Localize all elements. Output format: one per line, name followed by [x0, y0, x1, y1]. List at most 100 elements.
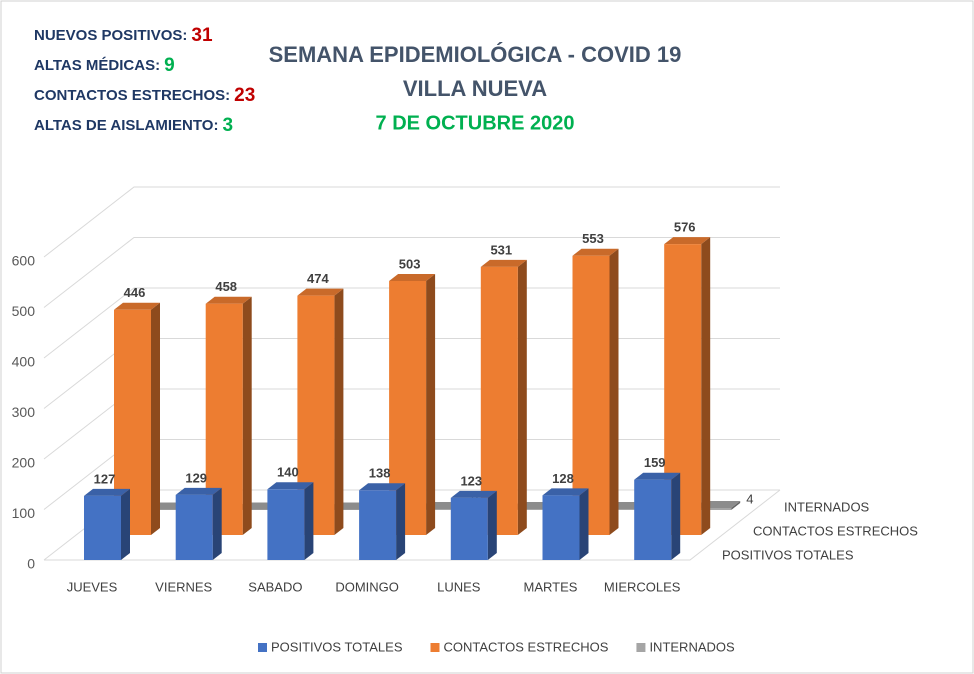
data-label: 159	[644, 455, 666, 470]
data-label: 128	[552, 471, 574, 486]
data-label: 140	[277, 465, 299, 480]
bar-side	[334, 288, 344, 535]
grid-line	[43, 186, 780, 258]
y-tick-label: 100	[12, 505, 36, 521]
bar	[694, 507, 732, 510]
legend-swatch	[258, 643, 267, 652]
chart-title: SEMANA EPIDEMIOLÓGICA - COVID 19	[269, 42, 682, 67]
bar-top	[634, 472, 681, 480]
bar	[480, 266, 518, 535]
data-label: 531	[490, 242, 512, 257]
y-tick-label: 400	[12, 354, 36, 370]
bar	[602, 508, 640, 510]
bar	[235, 509, 273, 510]
x-tick-label: LUNES	[437, 579, 481, 594]
bar-top	[114, 302, 160, 310]
data-label: 458	[215, 279, 237, 294]
x-tick-label: MARTES	[524, 579, 578, 594]
depth-label: INTERNADOS	[784, 499, 870, 514]
data-label: 474	[307, 271, 329, 286]
annotation-label: ALTAS DE AISLAMIENTO:	[34, 117, 218, 134]
bar	[144, 509, 181, 510]
bar-top	[450, 490, 497, 498]
bar	[510, 508, 548, 510]
depth-label: POSITIVOS TOTALES	[722, 547, 854, 562]
grid-line	[43, 237, 780, 308]
y-tick-label: 600	[12, 253, 36, 269]
bar-top	[480, 259, 527, 267]
y-tick-label: 200	[12, 455, 36, 471]
y-tick-label: 0	[27, 556, 35, 572]
legend-swatch	[430, 643, 440, 652]
bar-side	[671, 472, 681, 560]
bar-side	[304, 482, 314, 560]
legend-label: CONTACTOS ESTRECHOS	[444, 639, 609, 654]
bar-top	[572, 248, 619, 256]
bar-side	[609, 248, 619, 536]
bar	[175, 494, 213, 560]
data-label: 127	[94, 471, 116, 486]
bar-side	[426, 273, 436, 535]
bar-top	[542, 488, 589, 496]
bar	[359, 490, 397, 560]
bar-side	[517, 259, 527, 535]
grid-line	[43, 287, 780, 359]
annotation-label: NUEVOS POSITIVOS:	[34, 27, 187, 44]
x-tick-label: JUEVES	[67, 579, 118, 594]
y-tick-label: 300	[12, 404, 36, 420]
bar	[634, 479, 672, 560]
bar-top	[205, 296, 252, 304]
annotation-value: 23	[234, 85, 255, 106]
data-label: 503	[399, 256, 421, 271]
data-label: 4	[746, 491, 753, 506]
chart-subtitle: VILLA NUEVA	[403, 76, 547, 101]
bar-side	[701, 237, 711, 535]
x-tick-label: MIERCOLES	[604, 579, 681, 594]
annotation: ALTAS DE AISLAMIENTO: 3	[34, 115, 233, 136]
bar-side	[487, 490, 497, 560]
bar	[327, 509, 365, 510]
data-label: 553	[582, 231, 604, 246]
bar	[450, 497, 488, 560]
bar	[419, 508, 457, 510]
x-tick-label: VIERNES	[155, 579, 212, 594]
annotation-value: 31	[191, 25, 213, 46]
data-label: 129	[185, 470, 207, 485]
bar-side	[212, 487, 222, 560]
bar	[267, 489, 305, 560]
annotation-value: 9	[164, 55, 175, 76]
annotation-label: CONTACTOS ESTRECHOS:	[34, 87, 230, 104]
bar-top	[175, 487, 222, 495]
annotation-label: ALTAS MÉDICAS:	[34, 57, 160, 74]
annotation: NUEVOS POSITIVOS: 31	[34, 25, 213, 46]
bar-top	[359, 483, 406, 491]
bar-side	[731, 500, 741, 510]
data-label: 123	[460, 473, 482, 488]
bar-top	[84, 488, 130, 496]
bar-top	[267, 482, 314, 490]
data-label: 138	[369, 466, 391, 481]
annotation: ALTAS MÉDICAS: 9	[34, 55, 175, 76]
bar-top	[664, 237, 711, 245]
x-tick-label: DOMINGO	[335, 579, 399, 594]
x-tick-label: SABADO	[248, 579, 302, 594]
legend-swatch	[636, 643, 646, 652]
legend-label: INTERNADOS	[649, 639, 735, 654]
annotation-value: 3	[222, 115, 233, 136]
bar-side	[151, 302, 160, 535]
floor	[44, 489, 781, 561]
y-tick-label: 500	[12, 303, 36, 319]
depth-label: CONTACTOS ESTRECHOS	[753, 523, 918, 538]
bar-side	[121, 488, 130, 560]
bar-top	[297, 288, 344, 296]
data-label: 576	[674, 220, 696, 235]
bar-side	[242, 296, 252, 535]
bar-top	[389, 273, 436, 281]
annotation: CONTACTOS ESTRECHOS: 23	[34, 85, 255, 106]
chart-date: 7 DE OCTUBRE 2020	[376, 112, 575, 134]
bar-side	[579, 488, 589, 560]
legend-label: POSITIVOS TOTALES	[271, 639, 403, 654]
data-label: 446	[124, 285, 146, 300]
bar	[542, 495, 580, 560]
